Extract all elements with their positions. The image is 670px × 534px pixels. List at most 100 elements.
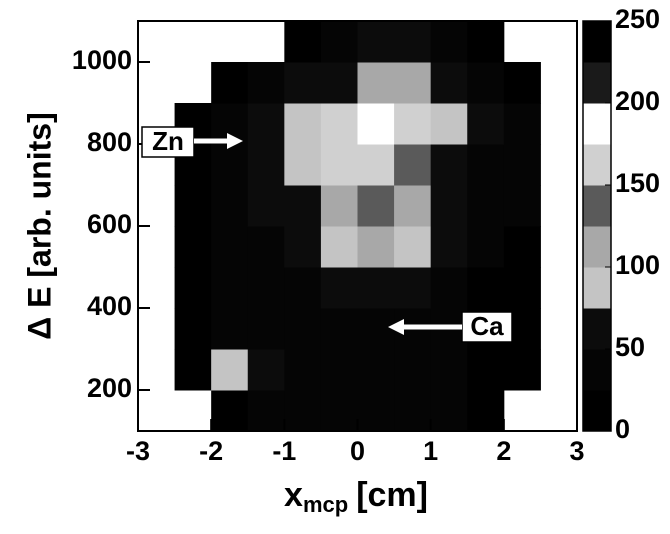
- x-tick-label: 0: [350, 436, 365, 466]
- heatmap-cell: [430, 21, 468, 63]
- heatmap-cell: [211, 308, 249, 350]
- heatmap-cell: [320, 226, 358, 268]
- heatmap-cell: [430, 103, 468, 145]
- heatmap-cell: [247, 144, 285, 186]
- heatmap-cell: [211, 185, 249, 227]
- y-tick-label: 200: [87, 373, 132, 403]
- heatmap-cell: [357, 267, 395, 309]
- colorbar-band: [583, 390, 611, 432]
- heatmap-cell: [357, 103, 395, 145]
- heatmap-cell: [284, 349, 322, 391]
- heatmap-cell: [503, 267, 541, 309]
- heatmap-cell: [467, 21, 505, 63]
- x-label-main: x: [284, 476, 303, 514]
- colorbar-band: [583, 185, 611, 227]
- y-axis-label: Δ E [arb. units]: [21, 112, 57, 339]
- colorbar-tick-label: 100: [615, 250, 660, 280]
- heatmap-cell: [247, 185, 285, 227]
- heatmap-cell: [247, 308, 285, 350]
- colorbar-tick-label: 200: [615, 86, 660, 116]
- heatmap-cell: [211, 349, 249, 391]
- y-tick-label: 800: [87, 127, 132, 157]
- heatmap-cell: [394, 226, 432, 268]
- heatmap-cell: [357, 226, 395, 268]
- heatmap-cell: [503, 349, 541, 391]
- heatmap-cell: [503, 62, 541, 104]
- heatmap-cell: [247, 390, 285, 432]
- heatmap-cell: [357, 390, 395, 432]
- heatmap-cell: [503, 103, 541, 145]
- heatmap-cell: [467, 185, 505, 227]
- x-tick-label: -3: [126, 436, 150, 466]
- x-tick-label: 1: [423, 436, 438, 466]
- heatmap-cell: [467, 144, 505, 186]
- annotation-label: Ca: [470, 311, 504, 341]
- y-tick-label: 1000: [72, 45, 132, 75]
- heatmap-cell: [430, 226, 468, 268]
- heatmap-cell: [284, 103, 322, 145]
- heatmap-cell: [430, 144, 468, 186]
- heatmap-cell: [284, 21, 322, 63]
- colorbar-band: [583, 62, 611, 104]
- heatmap-cell: [320, 185, 358, 227]
- heatmap-cell: [174, 349, 212, 391]
- heatmap-cell: [174, 308, 212, 350]
- heatmap-cell: [284, 185, 322, 227]
- y-tick-label: 400: [87, 291, 132, 321]
- heatmap-cell: [430, 185, 468, 227]
- annotation-arrowhead: [227, 133, 243, 149]
- heatmap-cell: [430, 62, 468, 104]
- heatmap-cell: [357, 308, 395, 350]
- heatmap-cell: [211, 267, 249, 309]
- heatmap-cell: [247, 226, 285, 268]
- heatmap-cell: [320, 144, 358, 186]
- heatmap-cell: [503, 144, 541, 186]
- heatmap-cell: [211, 390, 249, 432]
- heatmap-cell: [394, 267, 432, 309]
- heatmap-cell: [284, 390, 322, 432]
- heatmap-cell: [394, 21, 432, 63]
- heatmap-cell: [320, 62, 358, 104]
- heatmap-cell: [357, 144, 395, 186]
- heatmap-cell: [284, 144, 322, 186]
- heatmap-cell: [174, 267, 212, 309]
- heatmap-cell: [247, 267, 285, 309]
- heatmap-cell: [284, 267, 322, 309]
- colorbar-band: [583, 226, 611, 268]
- heatmap-cell: [320, 308, 358, 350]
- annotation-box: [141, 126, 195, 158]
- x-tick-label: -2: [199, 436, 223, 466]
- heatmap-cell: [394, 103, 432, 145]
- heatmap-cell: [320, 103, 358, 145]
- annotation-arrowhead: [388, 319, 404, 335]
- x-axis-label: xmcp [cm]: [284, 476, 428, 517]
- heatmap-cell: [467, 349, 505, 391]
- x-tick-label: 3: [569, 436, 584, 466]
- colorbar-band: [583, 308, 611, 350]
- colorbar-tick-label: 150: [615, 168, 660, 198]
- heatmap-cell: [320, 349, 358, 391]
- heatmap-cell: [467, 267, 505, 309]
- heatmap-cell: [467, 390, 505, 432]
- heatmap-cell: [430, 267, 468, 309]
- heatmap-cell: [211, 144, 249, 186]
- colorbar-band: [583, 103, 611, 145]
- heatmap-cell: [394, 390, 432, 432]
- colorbar-tick-label: 50: [615, 332, 645, 362]
- heatmap-cell: [357, 185, 395, 227]
- heatmap-cell: [394, 185, 432, 227]
- colorbar-band: [583, 267, 611, 309]
- heatmap-cell: [503, 226, 541, 268]
- heatmap-cell: [211, 226, 249, 268]
- heatmap-cell: [247, 349, 285, 391]
- heatmap-cell: [320, 390, 358, 432]
- heatmap-cell: [320, 267, 358, 309]
- annotation-label: Zn: [152, 126, 184, 156]
- heatmap-cell: [430, 390, 468, 432]
- annotation-box: [461, 311, 513, 343]
- heatmap-cell: [357, 349, 395, 391]
- heatmap-cell: [394, 144, 432, 186]
- heatmap-cell: [211, 62, 249, 104]
